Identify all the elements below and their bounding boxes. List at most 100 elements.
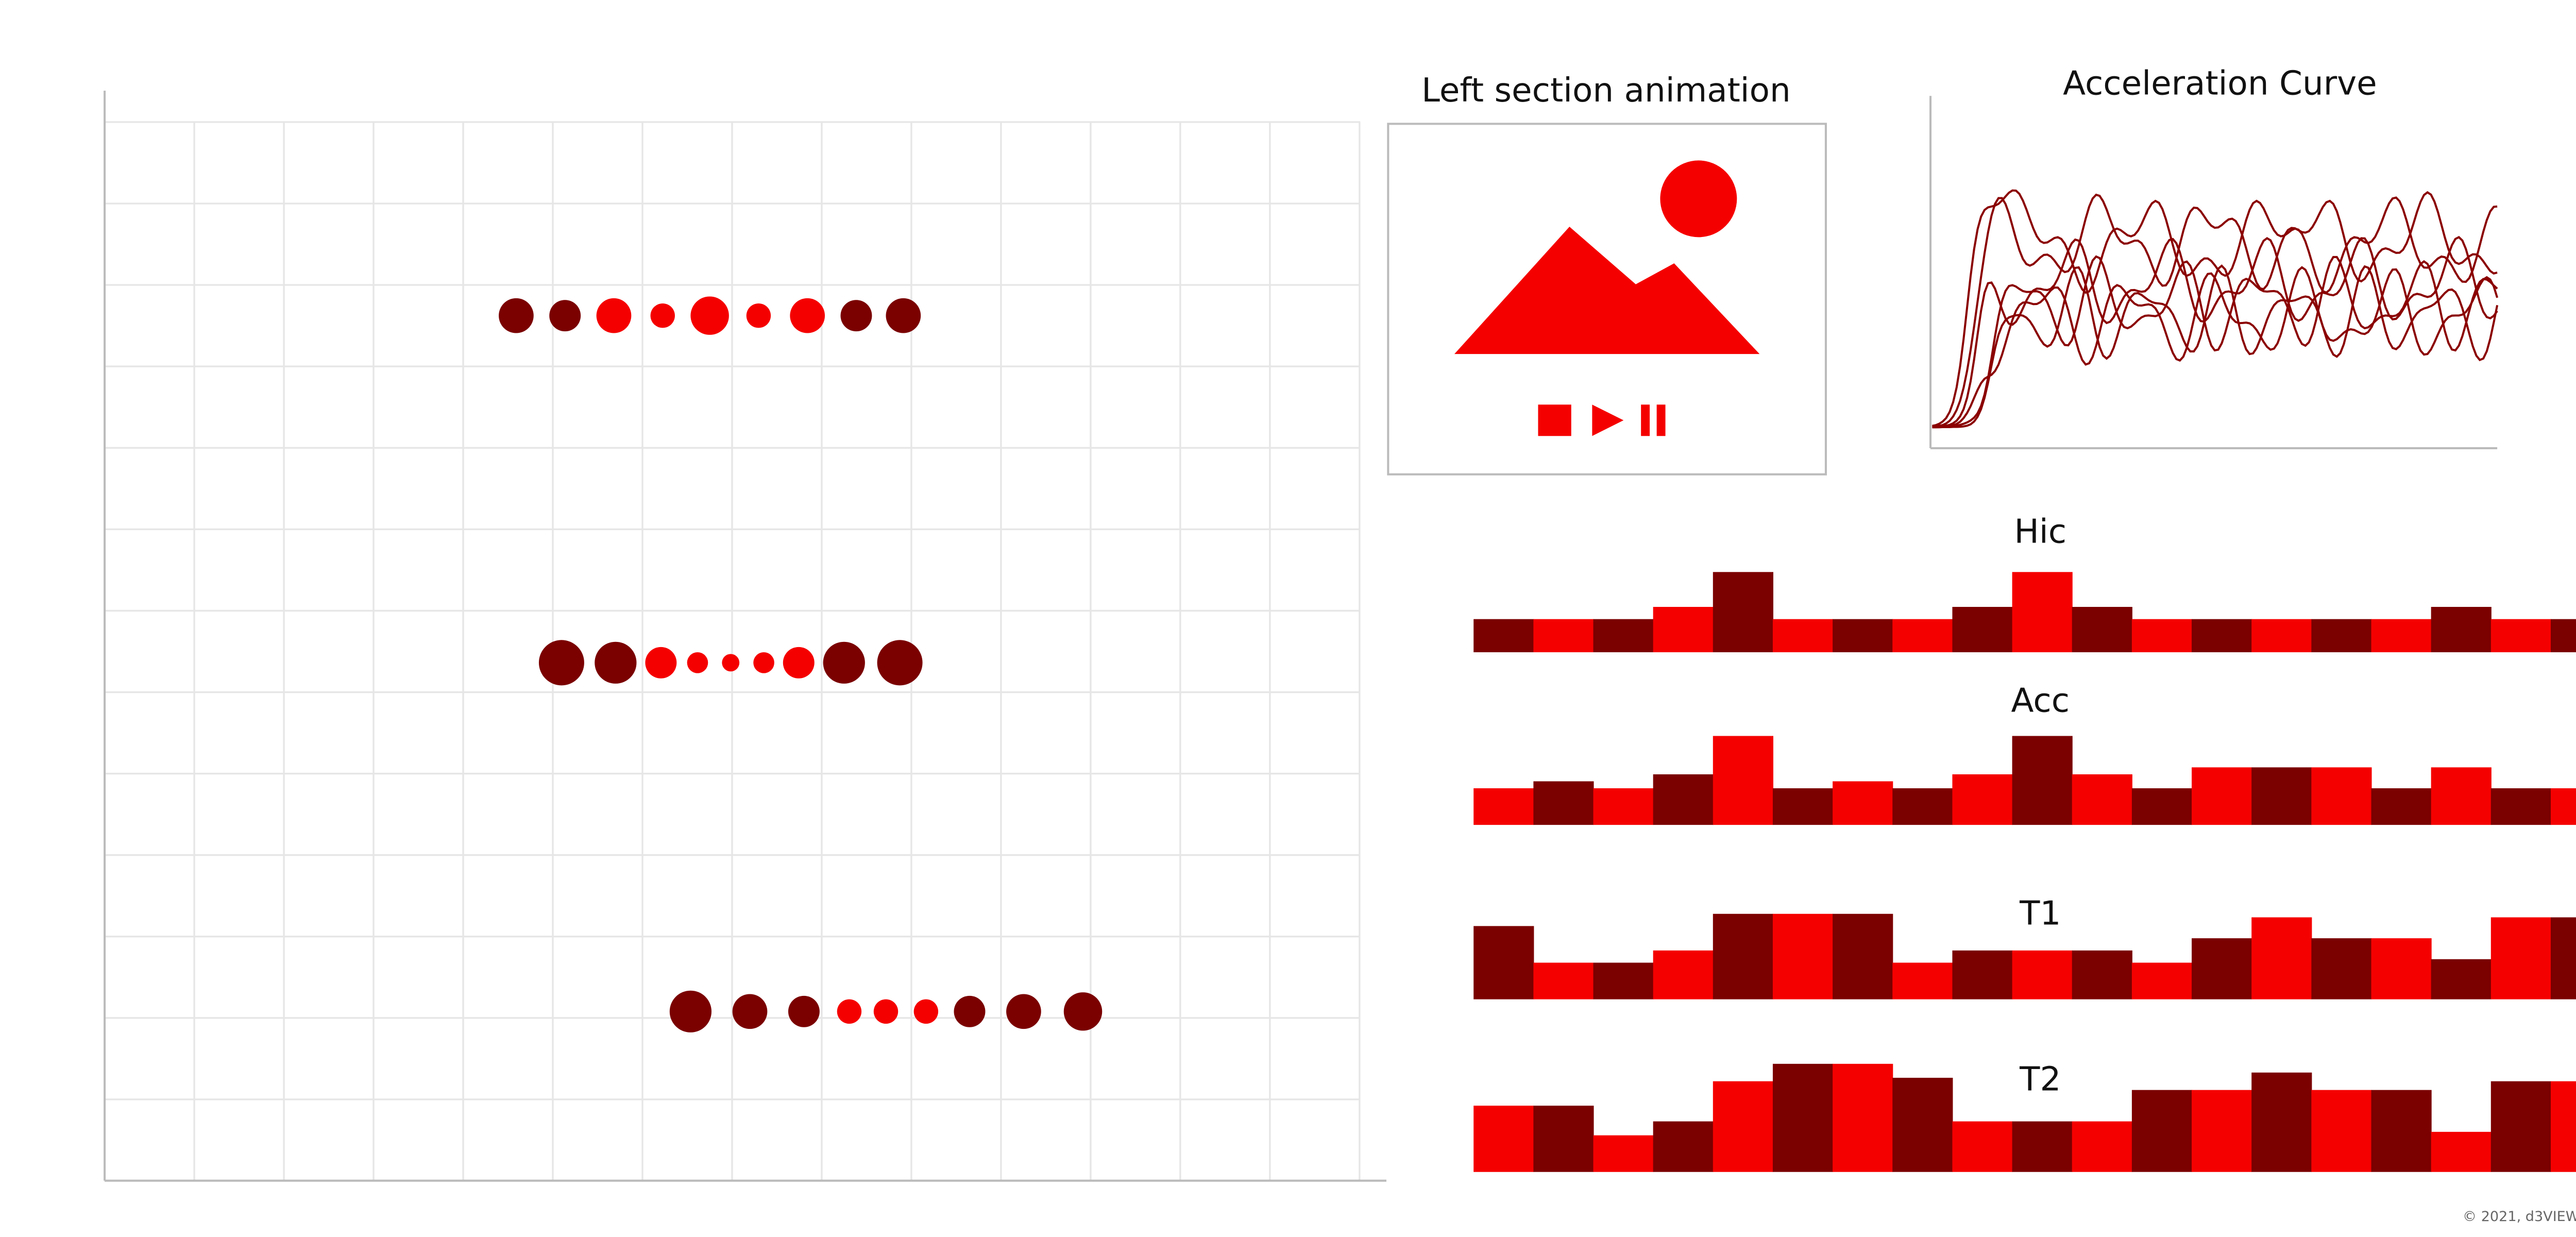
bar (2131, 1090, 2193, 1172)
dot (595, 641, 637, 684)
bar (2131, 619, 2193, 653)
acceleration-curves (1932, 189, 2499, 429)
bar-charts: Hic Acc T1 T2 (1473, 512, 2576, 1172)
curve-title: Acceleration Curve (2063, 64, 2377, 103)
bar (2012, 572, 2073, 653)
bar (1533, 1106, 1594, 1172)
chart-title: Hic (2014, 512, 2067, 551)
bar (1833, 913, 1893, 999)
bar (1653, 774, 1714, 825)
bar (1833, 619, 1893, 653)
bar (1952, 1121, 2013, 1172)
bar (1593, 1135, 1654, 1172)
dot (886, 298, 921, 333)
dot (1006, 994, 1041, 1029)
bar (1833, 781, 1893, 825)
bar (2490, 1081, 2552, 1172)
bar (2192, 1090, 2252, 1172)
dot (840, 300, 872, 332)
bar (2131, 788, 2193, 825)
bar (1892, 1077, 1953, 1172)
dot (732, 994, 768, 1029)
chart-title: Acc (2011, 682, 2070, 720)
bar (2012, 1121, 2073, 1172)
dot (873, 999, 899, 1024)
bar (1713, 572, 1773, 653)
dot-grid (104, 121, 1361, 1181)
bar (2490, 619, 2552, 653)
animation-title: Left section animation (1421, 71, 1791, 110)
dot (650, 303, 675, 328)
bar (2431, 959, 2492, 999)
bar (1473, 926, 1534, 999)
acceleration-curve (1932, 191, 2498, 428)
dot (669, 990, 712, 1032)
dot (538, 640, 584, 686)
pause-bar (1656, 404, 1666, 436)
bar (2251, 619, 2312, 653)
pause-bar (1641, 404, 1650, 436)
stop-button[interactable] (1538, 404, 1571, 436)
dot (499, 298, 534, 333)
bar (2550, 917, 2576, 999)
dot (549, 300, 581, 332)
bar (1473, 788, 1534, 825)
dot (877, 640, 923, 686)
dot (1063, 992, 1103, 1031)
bar (1892, 962, 1953, 999)
bar (2550, 788, 2576, 825)
acceleration-curve (1932, 255, 2498, 429)
bar (2311, 767, 2372, 825)
animation-frame (1387, 123, 1827, 476)
bar (1892, 788, 1953, 825)
dot (790, 298, 825, 333)
bar (2431, 1131, 2492, 1172)
bar (2311, 938, 2372, 999)
dot (753, 652, 774, 673)
bar (2371, 619, 2432, 653)
bar (1473, 619, 1534, 653)
bar (2550, 1081, 2576, 1172)
play-button[interactable] (1592, 404, 1624, 436)
dot (746, 303, 771, 328)
bar (2431, 767, 2492, 825)
dot-rows (499, 296, 1103, 1032)
bar (1713, 1081, 1773, 1172)
bar (1833, 1063, 1893, 1172)
bar (2490, 917, 2552, 999)
bar (1772, 619, 1834, 653)
bar (2311, 619, 2372, 653)
bar (2012, 950, 2073, 999)
bar (1952, 606, 2013, 653)
bar (2131, 962, 2193, 999)
bar (1653, 950, 1714, 999)
dot (687, 652, 708, 673)
dot (690, 296, 729, 335)
bar (1593, 788, 1654, 825)
bar (1473, 1106, 1534, 1172)
bar (1713, 913, 1773, 999)
bar (2371, 1090, 2432, 1172)
bar (1952, 950, 2013, 999)
sun-icon (1660, 160, 1737, 238)
dot (837, 999, 862, 1024)
bar (2251, 767, 2312, 825)
acceleration-curve (1932, 189, 2498, 427)
pause-button[interactable] (1641, 404, 1666, 436)
bar (1772, 788, 1834, 825)
bar (1653, 1121, 1714, 1172)
bar (2371, 938, 2432, 999)
dot (596, 298, 632, 333)
bar (2371, 788, 2432, 825)
bar (2072, 950, 2132, 999)
bar (1713, 736, 1773, 825)
bar (2192, 767, 2252, 825)
bar (2012, 736, 2073, 825)
bar (2550, 619, 2576, 653)
bar (2251, 1072, 2312, 1172)
bar (2072, 606, 2132, 653)
dot (788, 995, 820, 1027)
chart-title: T2 (2019, 1060, 2061, 1098)
bar (2311, 1090, 2372, 1172)
